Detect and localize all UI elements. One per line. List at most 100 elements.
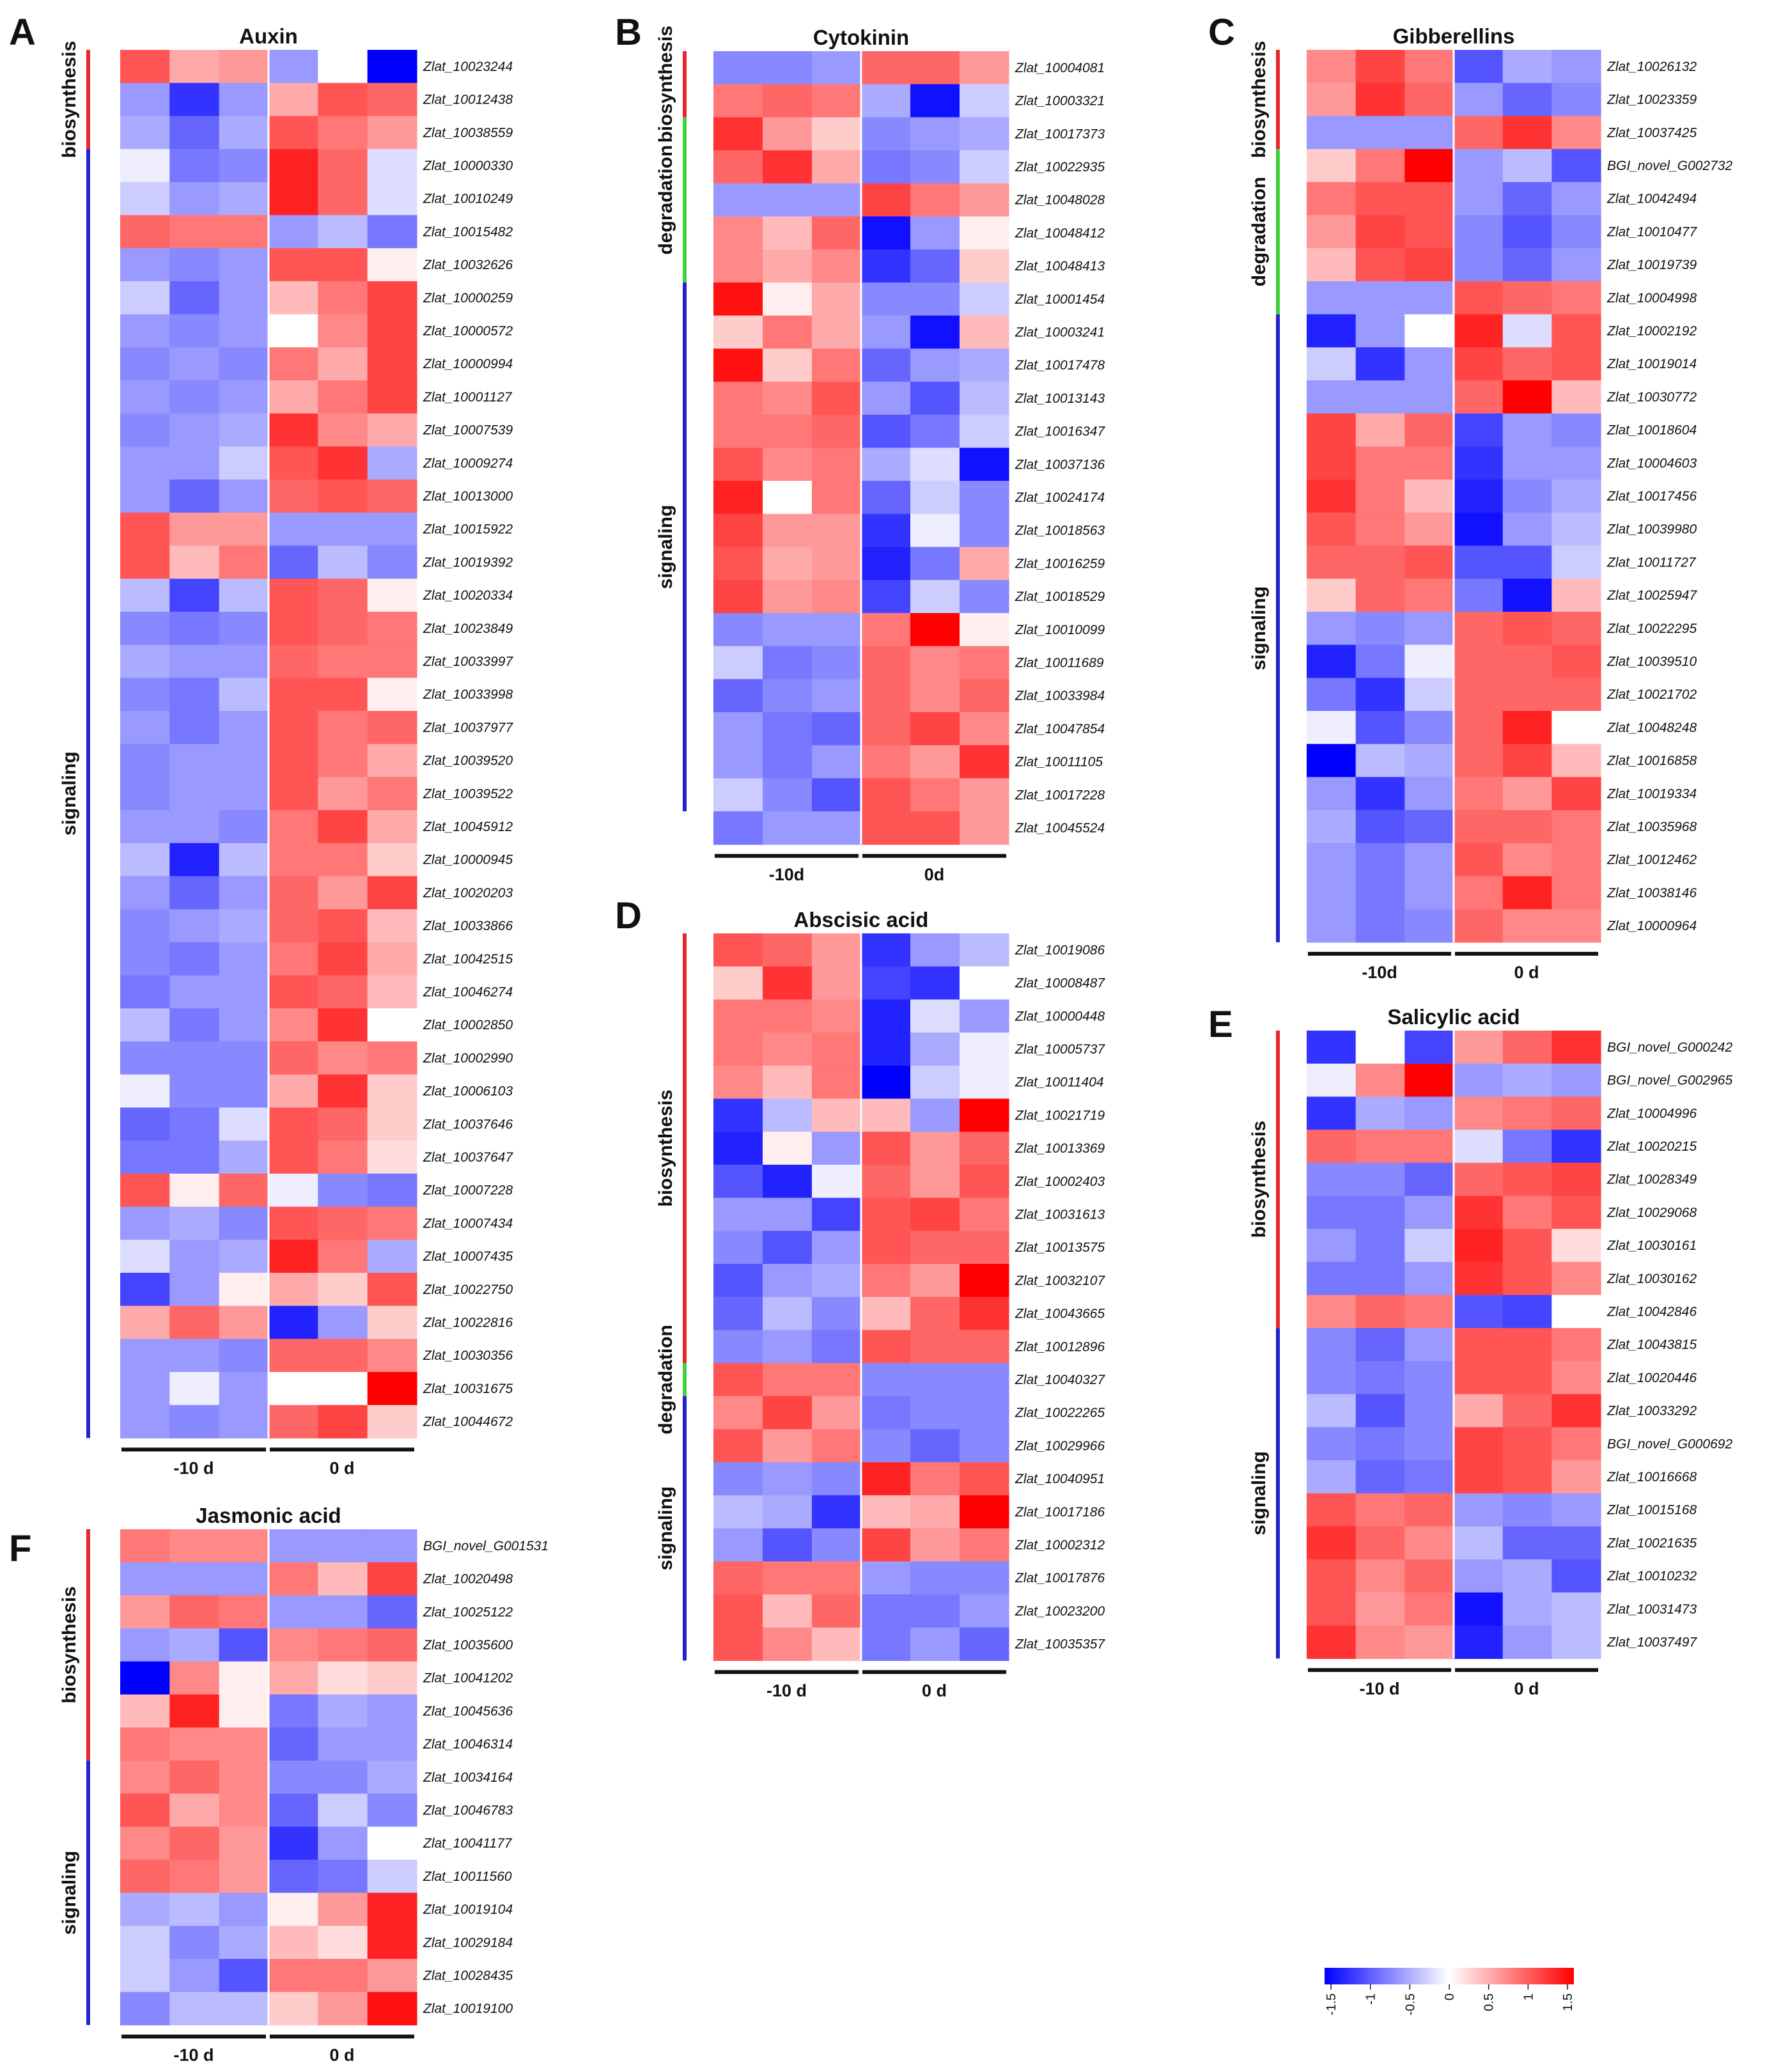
heatmap-cell [1552, 611, 1601, 646]
heatmap-cell [713, 1330, 763, 1364]
heatmap-cell [1552, 1328, 1601, 1362]
heatmap-cell [861, 811, 911, 845]
heatmap-cell [169, 678, 220, 712]
heatmap-cell [367, 1760, 417, 1795]
heatmap-cell [713, 348, 763, 382]
gene-label: BGI_novel_G000242 [1607, 1040, 1732, 1055]
heatmap-cell [1307, 909, 1357, 943]
heatmap-cell [1404, 446, 1454, 480]
heatmap-cell [120, 1074, 170, 1108]
heatmap-cell [812, 1065, 862, 1100]
heatmap-cell [960, 414, 1009, 448]
heatmap-cell [120, 1727, 170, 1761]
heatmap-cell [120, 1173, 170, 1208]
heatmap-cell [960, 348, 1009, 382]
heatmap-cell [169, 1860, 220, 1894]
heatmap-cell [169, 611, 220, 646]
heatmap-cell [120, 1628, 170, 1662]
heatmap-cell [1502, 82, 1552, 116]
group-label: 0d [924, 865, 945, 884]
heatmap-cell [1404, 215, 1454, 249]
heatmap-cell [861, 679, 911, 713]
heatmap-cell [1502, 1427, 1552, 1461]
heatmap-cell [763, 348, 813, 382]
gene-label: Zlat_10037646 [423, 1117, 513, 1132]
heatmap-cell [713, 513, 763, 548]
heatmap-cell [1502, 909, 1552, 943]
heatmap-cell [960, 1561, 1009, 1595]
heatmap-cell [713, 1561, 763, 1595]
heatmap-cell [1307, 711, 1357, 745]
gene-label: Zlat_10045524 [1015, 821, 1105, 836]
heatmap-cell [1454, 248, 1504, 282]
heatmap-cell [1355, 611, 1405, 646]
heatmap-cell [268, 1727, 318, 1761]
heatmap-cell [861, 933, 911, 967]
heatmap-cell [910, 513, 960, 548]
gene-label: Zlat_10037136 [1015, 457, 1105, 472]
heatmap-cell [268, 1372, 318, 1406]
heatmap-cell [1307, 1261, 1357, 1296]
heatmap-cell [268, 975, 318, 1009]
gene-label: Zlat_10048028 [1015, 193, 1105, 208]
category-label: signaling [655, 505, 676, 589]
heatmap-cell [1404, 1295, 1454, 1328]
gene-label: Zlat_10020446 [1606, 1371, 1697, 1385]
heatmap-cell [713, 646, 763, 680]
heatmap-cell [910, 1594, 960, 1628]
heatmap-cell [1307, 1063, 1357, 1097]
heatmap-cell [219, 909, 269, 943]
heatmap-cell [910, 646, 960, 680]
heatmap-cell [960, 547, 1009, 580]
gene-label: Zlat_10042515 [423, 952, 513, 967]
heatmap-cell [219, 1860, 269, 1894]
heatmap-cell [1454, 1196, 1504, 1229]
heatmap-cell [1307, 777, 1357, 811]
gene-label: Zlat_10022935 [1015, 160, 1105, 175]
gene-label: Zlat_10000945 [423, 853, 513, 868]
heatmap-cell [367, 909, 417, 943]
heatmap-cell [1502, 1493, 1552, 1527]
gene-label: Zlat_10001454 [1015, 292, 1105, 307]
gene-label: Zlat_10048248 [1606, 721, 1697, 735]
heatmap-cell [1502, 1394, 1552, 1428]
heatmap-cell [1552, 413, 1601, 447]
heatmap-cell [1502, 1526, 1552, 1560]
heatmap-cell [318, 644, 368, 678]
heatmap-cell [268, 1141, 318, 1174]
heatmap-cell [812, 745, 862, 779]
heatmap-cell [219, 1372, 269, 1406]
heatmap-cell [960, 1462, 1009, 1496]
heatmap-cell [861, 1197, 911, 1231]
heatmap-cell [367, 843, 417, 877]
heatmap-cell [1355, 810, 1405, 844]
heatmap-cell [910, 348, 960, 382]
heatmap-cell [1307, 1361, 1357, 1395]
heatmap-cell [910, 414, 960, 448]
heatmap-cell [268, 1892, 318, 1926]
heatmap-cell [1404, 810, 1454, 844]
heatmap-cell [1454, 116, 1504, 150]
heatmap-cell [763, 51, 813, 85]
gene-label: Zlat_10023359 [1606, 93, 1697, 107]
heatmap-cell [1552, 50, 1601, 84]
heatmap-cell [910, 778, 960, 812]
heatmap-cell [1454, 1261, 1504, 1296]
gene-label: Zlat_10023849 [423, 621, 513, 636]
heatmap-cell [268, 810, 318, 844]
heatmap-cell [1307, 1559, 1357, 1593]
heatmap-cell [367, 1305, 417, 1339]
gene-label: Zlat_10003241 [1015, 325, 1105, 340]
gene-label: Zlat_10012438 [423, 93, 513, 107]
heatmap-cell [763, 1594, 813, 1628]
heatmap-cell [169, 1694, 220, 1728]
heatmap-cell [1502, 1196, 1552, 1229]
heatmap-cell [1454, 1096, 1504, 1130]
heatmap-cell [268, 1991, 318, 2026]
heatmap-cell [1355, 744, 1405, 777]
heatmap-cell [1404, 50, 1454, 84]
heatmap-cell [1552, 479, 1601, 513]
gene-label: Zlat_10007228 [423, 1183, 513, 1198]
heatmap-cell [812, 1396, 862, 1430]
heatmap-cell [1502, 545, 1552, 579]
